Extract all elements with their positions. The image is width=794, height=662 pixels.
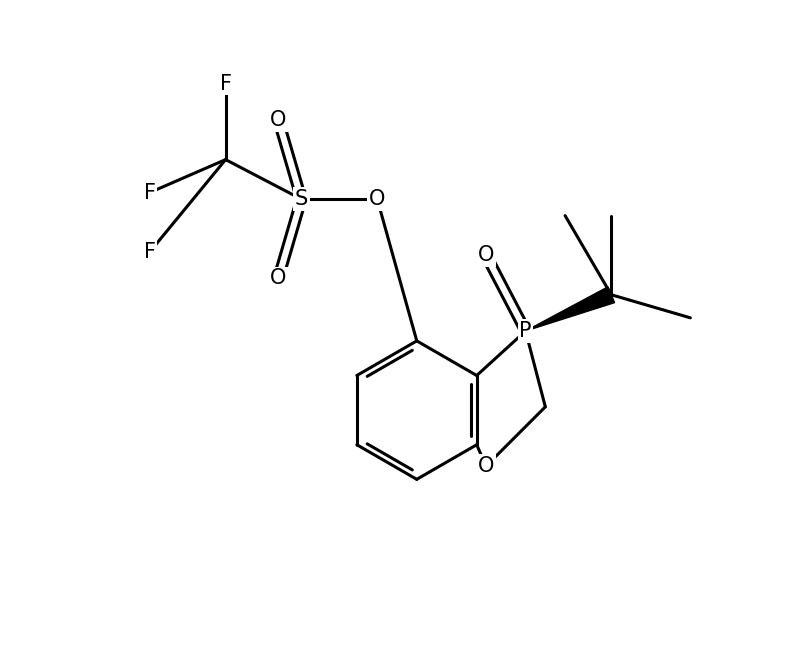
Text: O: O bbox=[478, 456, 494, 476]
Text: S: S bbox=[295, 189, 308, 209]
Polygon shape bbox=[526, 287, 615, 331]
Text: F: F bbox=[144, 183, 156, 203]
Text: F: F bbox=[144, 242, 156, 262]
Text: O: O bbox=[369, 189, 385, 209]
Text: O: O bbox=[270, 110, 287, 130]
Text: P: P bbox=[519, 321, 532, 341]
Text: O: O bbox=[478, 245, 494, 265]
Text: F: F bbox=[220, 73, 232, 94]
Text: O: O bbox=[270, 268, 287, 288]
